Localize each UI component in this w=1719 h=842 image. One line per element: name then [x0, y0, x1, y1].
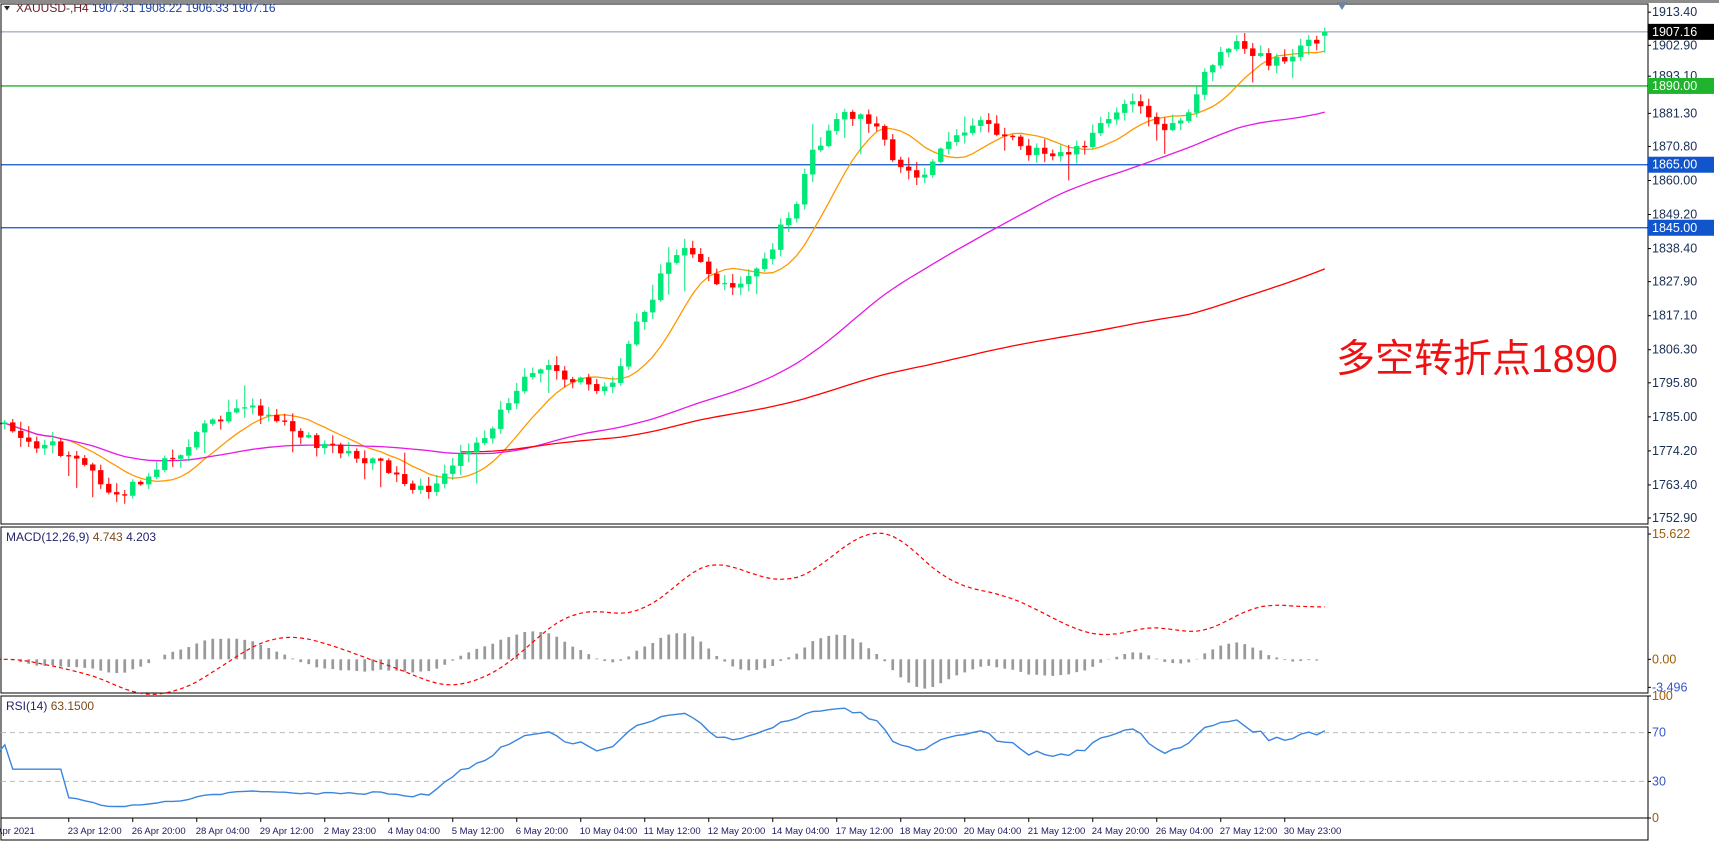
svg-text:30: 30 — [1652, 774, 1666, 788]
svg-text:100: 100 — [1652, 689, 1673, 703]
svg-text:1763.40: 1763.40 — [1652, 478, 1697, 492]
svg-text:1845.00: 1845.00 — [1652, 221, 1697, 235]
svg-text:6 May 20:00: 6 May 20:00 — [516, 826, 568, 837]
svg-text:1913.40: 1913.40 — [1652, 5, 1697, 19]
svg-text:RSI(14) 63.1500: RSI(14) 63.1500 — [6, 699, 94, 713]
svg-text:17 May 12:00: 17 May 12:00 — [836, 826, 894, 837]
svg-text:1870.80: 1870.80 — [1652, 139, 1697, 153]
svg-text:MACD(12,26,9) 4.743 4.203: MACD(12,26,9) 4.743 4.203 — [6, 530, 156, 544]
svg-text:26 May 04:00: 26 May 04:00 — [1156, 826, 1214, 837]
svg-text:1881.30: 1881.30 — [1652, 106, 1697, 120]
svg-text:20 May 04:00: 20 May 04:00 — [964, 826, 1022, 837]
svg-text:1890.00: 1890.00 — [1652, 79, 1697, 93]
svg-text:1907.16: 1907.16 — [1652, 25, 1697, 39]
svg-text:1902.90: 1902.90 — [1652, 38, 1697, 52]
svg-text:12 May 20:00: 12 May 20:00 — [708, 826, 766, 837]
svg-text:1838.40: 1838.40 — [1652, 242, 1697, 256]
svg-text:1774.20: 1774.20 — [1652, 444, 1697, 458]
svg-text:11 May 12:00: 11 May 12:00 — [644, 826, 701, 837]
svg-text:70: 70 — [1652, 726, 1666, 740]
svg-text:28 Apr 04:00: 28 Apr 04:00 — [196, 826, 250, 837]
svg-text:18 May 20:00: 18 May 20:00 — [900, 826, 958, 837]
svg-text:1860.00: 1860.00 — [1652, 173, 1697, 187]
svg-text:0.00: 0.00 — [1652, 652, 1676, 666]
svg-text:XAUUSD-,H4 1907.31 1908.22 19: XAUUSD-,H4 1907.31 1908.22 1906.33 1907.… — [16, 1, 276, 15]
svg-text:21 May 12:00: 21 May 12:00 — [1028, 826, 1086, 837]
svg-text:26 Apr 20:00: 26 Apr 20:00 — [132, 826, 186, 837]
svg-text:14 May 04:00: 14 May 04:00 — [772, 826, 830, 837]
svg-text:0: 0 — [1652, 811, 1659, 825]
svg-text:1785.00: 1785.00 — [1652, 410, 1697, 424]
svg-text:24 May 20:00: 24 May 20:00 — [1092, 826, 1150, 837]
svg-text:1865.00: 1865.00 — [1652, 158, 1697, 172]
svg-text:1752.90: 1752.90 — [1652, 511, 1697, 525]
svg-text:2 May 23:00: 2 May 23:00 — [324, 826, 376, 837]
svg-text:多空转折点1890: 多空转折点1890 — [1336, 338, 1618, 381]
svg-text:29 Apr 12:00: 29 Apr 12:00 — [260, 826, 314, 837]
svg-text:22 Apr 2021: 22 Apr 2021 — [0, 826, 35, 837]
svg-text:4 May 04:00: 4 May 04:00 — [388, 826, 440, 837]
svg-text:1806.30: 1806.30 — [1652, 343, 1697, 357]
svg-text:1795.80: 1795.80 — [1652, 376, 1697, 390]
svg-text:5 May 12:00: 5 May 12:00 — [452, 826, 504, 837]
svg-text:23 Apr 12:00: 23 Apr 12:00 — [68, 826, 122, 837]
svg-text:1849.20: 1849.20 — [1652, 208, 1697, 222]
svg-text:30 May 23:00: 30 May 23:00 — [1284, 826, 1342, 837]
svg-text:10 May 04:00: 10 May 04:00 — [580, 826, 638, 837]
svg-text:1817.10: 1817.10 — [1652, 309, 1697, 323]
svg-text:15.622: 15.622 — [1652, 527, 1690, 541]
svg-text:1827.90: 1827.90 — [1652, 275, 1697, 289]
svg-text:27 May 12:00: 27 May 12:00 — [1220, 826, 1278, 837]
